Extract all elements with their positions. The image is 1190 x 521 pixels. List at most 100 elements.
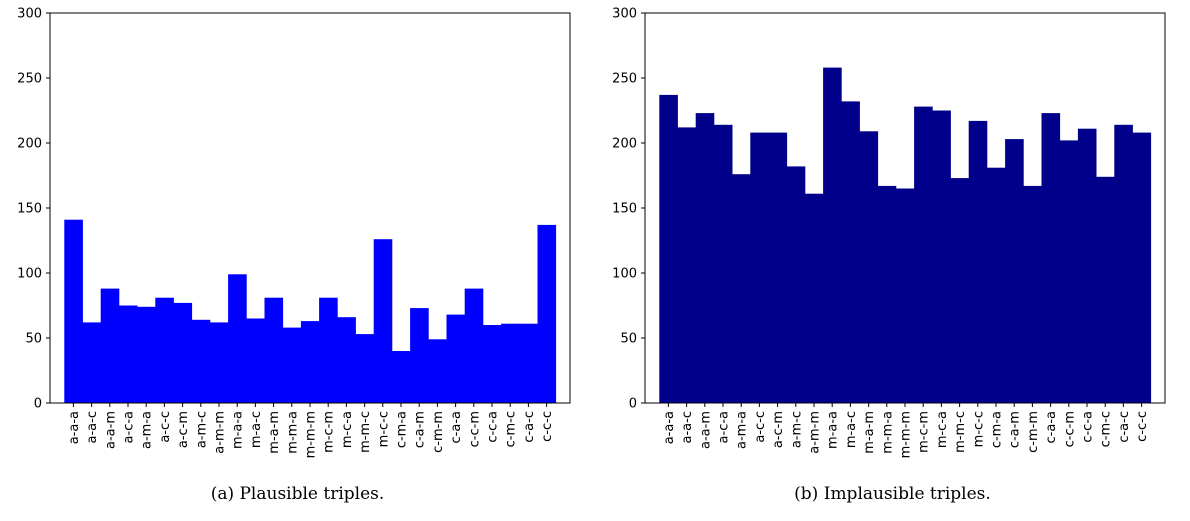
y-tick-label: 0 <box>34 397 42 412</box>
bar-a-a-c <box>82 322 102 403</box>
x-tick-label: c-c-a <box>1081 411 1096 443</box>
x-tick-label: a-m-c <box>789 411 804 448</box>
bar-c-m-c <box>1096 176 1115 403</box>
bar-a-c-a <box>118 305 138 403</box>
x-tick-label: c-a-m <box>413 411 428 448</box>
x-tick-label: c-c-m <box>467 411 482 447</box>
bar-a-a-m <box>100 288 120 403</box>
x-tick-label: c-a-a <box>1044 411 1059 443</box>
x-tick-label: m-m-c <box>358 411 373 453</box>
y-tick-label: 300 <box>612 7 637 22</box>
bar-a-c-m <box>768 132 788 403</box>
bar-c-a-c <box>1114 124 1133 404</box>
x-tick-label: a-a-c <box>680 411 695 443</box>
y-tick-label: 200 <box>612 137 637 152</box>
bar-m-c-m <box>914 106 933 403</box>
x-tick-label: m-c-c <box>971 411 986 447</box>
bar-a-m-m <box>209 322 229 403</box>
bar-a-c-m <box>173 302 193 403</box>
x-tick-label: c-m-c <box>1099 411 1114 447</box>
x-tick-label: m-a-m <box>267 411 282 454</box>
x-tick-label: m-m-a <box>880 411 895 454</box>
bar-a-c-a <box>713 124 733 404</box>
y-tick-label: 200 <box>17 137 42 152</box>
x-tick-label: a-m-c <box>194 411 209 448</box>
bar-a-a-a <box>64 219 83 403</box>
x-tick-label: a-m-m <box>808 411 823 454</box>
y-tick-label: 300 <box>17 7 42 22</box>
y-tick-label: 100 <box>612 267 637 282</box>
bar-m-a-a <box>823 67 842 403</box>
bar-c-c-m <box>464 288 484 403</box>
x-tick-label: m-m-m <box>304 411 319 458</box>
bar-c-a-a <box>446 314 466 403</box>
x-tick-label: c-m-a <box>395 411 410 448</box>
x-tick-label: m-c-a <box>935 411 950 448</box>
x-tick-label: m-a-a <box>826 411 841 449</box>
x-tick-label: a-c-m <box>771 411 786 448</box>
bar-c-c-a <box>1077 128 1097 403</box>
bar-m-c-c <box>373 239 393 403</box>
x-tick-label: c-a-c <box>1117 411 1132 443</box>
bar-a-c-c <box>155 297 174 403</box>
x-tick-label: a-a-a <box>662 411 677 444</box>
bar-m-c-a <box>337 317 356 403</box>
bar-a-m-c <box>786 166 806 403</box>
bar-c-m-c <box>501 323 520 403</box>
bar-m-a-m <box>859 131 879 404</box>
y-tick-label: 150 <box>612 202 637 217</box>
x-tick-label: a-c-a <box>717 411 732 443</box>
bar-m-m-a <box>877 185 897 403</box>
bar-m-m-m <box>895 188 915 403</box>
y-tick-label: 250 <box>17 72 42 87</box>
bar-a-c-c <box>750 132 769 403</box>
chart-panel-plausible: 0 50 100 150 200 250 300 a-a-a a-a-c a-a-m a-c-a a-… <box>17 7 571 504</box>
x-tick-label: a-a-m <box>698 411 713 449</box>
bar-a-m-c <box>191 319 211 403</box>
x-tick-label: m-c-m <box>917 411 932 453</box>
bar-m-c-c <box>968 120 988 404</box>
y-tick-label: 250 <box>612 72 637 87</box>
bar-c-c-c <box>537 224 557 403</box>
bar-m-m-c <box>950 178 970 403</box>
x-tick-label: a-c-c <box>753 411 768 443</box>
bar-c-a-m <box>1005 139 1024 403</box>
x-tick-label: c-c-c <box>1135 411 1150 442</box>
y-tick-label: 50 <box>620 332 637 347</box>
bar-c-a-m <box>410 308 429 403</box>
bar-a-a-m <box>695 113 715 403</box>
y-tick-label: 150 <box>17 202 42 217</box>
x-tick-label: c-m-m <box>1026 411 1041 453</box>
bar-m-a-m <box>264 297 284 403</box>
bar-m-m-c <box>355 334 375 403</box>
x-tick-label: m-c-m <box>322 411 337 453</box>
x-tick-label: c-m-c <box>504 411 519 447</box>
y-tick-label: 50 <box>25 332 42 347</box>
x-tick-label: a-c-c <box>158 411 173 443</box>
y-tick-label: 100 <box>17 267 42 282</box>
x-tick-label: c-c-c <box>540 411 555 442</box>
x-tick-label: c-m-a <box>990 411 1005 448</box>
bar-m-m-m <box>300 321 320 403</box>
bar-m-a-c <box>841 101 860 404</box>
x-tick-label: c-a-c <box>522 411 537 443</box>
caption-plausible: (a) Plausible triples. <box>210 484 385 504</box>
x-tick-label: m-a-c <box>249 411 264 448</box>
bar-a-m-m <box>804 193 824 403</box>
x-tick-label: a-a-m <box>103 411 118 449</box>
x-tick-label: c-c-a <box>486 411 501 443</box>
bar-c-m-a <box>986 167 1006 403</box>
bar-a-a-c <box>677 127 697 404</box>
bar-c-a-a <box>1041 113 1061 403</box>
bar-m-m-a <box>282 327 302 403</box>
bar-c-m-m <box>1023 185 1042 403</box>
x-tick-label: c-c-m <box>1062 411 1077 447</box>
x-tick-label: m-c-c <box>376 411 391 447</box>
bar-a-m-a <box>137 306 156 403</box>
x-tick-label: a-m-m <box>213 411 228 454</box>
x-tick-label: m-m-c <box>953 411 968 453</box>
x-tick-label: m-a-a <box>231 411 246 449</box>
x-tick-label: m-m-m <box>899 411 914 458</box>
bar-a-a-a <box>659 94 678 404</box>
